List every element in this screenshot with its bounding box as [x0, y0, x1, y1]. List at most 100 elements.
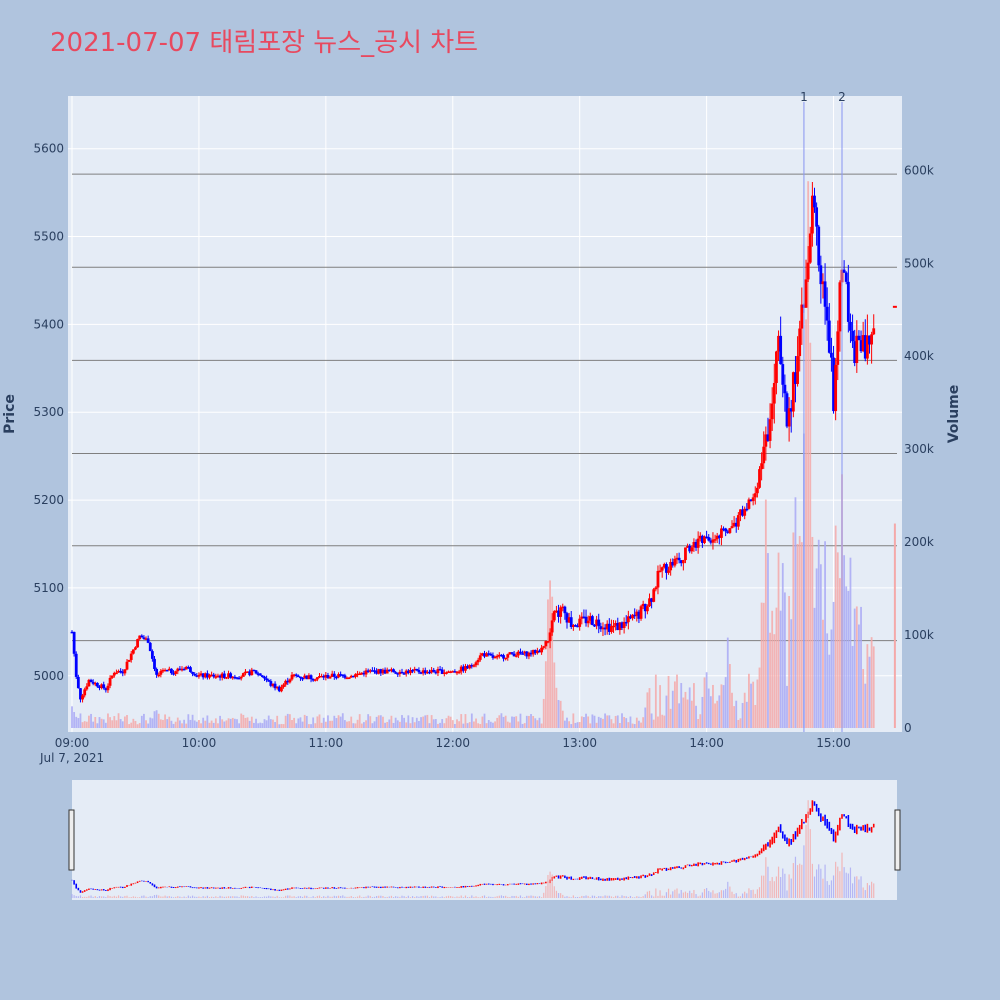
- candle-body: [855, 335, 859, 364]
- volume-bar: [494, 721, 496, 728]
- candle-body: [639, 606, 643, 619]
- slider-volume-bar: [735, 893, 737, 898]
- range-slider-right-handle[interactable]: [894, 809, 901, 871]
- volume-bar: [456, 719, 458, 728]
- slider-volume-bar: [428, 897, 431, 898]
- slider-volume-bar: [308, 897, 310, 898]
- volume-bar: [602, 718, 604, 728]
- volume-bar: [576, 722, 579, 728]
- volume-bar: [428, 723, 431, 728]
- candle-body: [495, 655, 499, 658]
- slider-volume-bar: [312, 896, 314, 898]
- volume-bar: [843, 555, 846, 728]
- slider-volume-bar: [718, 892, 720, 898]
- slider-volume-bar: [629, 895, 632, 898]
- candle-body: [643, 603, 647, 612]
- volume-bar: [371, 723, 374, 728]
- slider-volume-bar: [521, 897, 524, 898]
- slider-volume-bar: [384, 897, 386, 898]
- volume-bar: [544, 661, 547, 728]
- slider-volume-bar: [775, 876, 778, 898]
- candle-body: [227, 673, 230, 678]
- slider-volume-bar: [373, 896, 376, 898]
- volume-bar: [102, 719, 105, 728]
- volume-bar: [123, 716, 126, 728]
- candle-body: [134, 647, 137, 650]
- slider-volume-bar: [111, 896, 113, 898]
- candle-body: [751, 497, 755, 502]
- slider-volume-bar: [528, 895, 530, 898]
- candle-body: [614, 623, 618, 626]
- slider-volume-bar: [139, 897, 141, 898]
- slider-volume-bar: [414, 896, 416, 898]
- volume-bar: [445, 718, 448, 728]
- slider-volume-bar: [327, 895, 329, 898]
- candle-body: [673, 558, 677, 566]
- volume-bar: [688, 687, 691, 728]
- candle-body: [525, 651, 529, 657]
- slider-volume-bar: [462, 897, 464, 898]
- candle-body: [815, 207, 819, 227]
- candle-body: [791, 372, 795, 412]
- candle-body: [423, 670, 427, 674]
- slider-volume-bar: [128, 897, 130, 898]
- candle-body: [417, 670, 421, 673]
- volume-bar: [585, 713, 587, 728]
- volume-bar: [178, 720, 181, 728]
- candle-body: [720, 528, 723, 538]
- candle-body: [785, 393, 789, 427]
- slider-volume-bar: [627, 896, 629, 898]
- slider-volume-bar: [689, 890, 691, 898]
- slider-volume-bar: [864, 890, 866, 898]
- candle-body: [81, 695, 84, 700]
- candle-body: [265, 678, 269, 681]
- volume-bar: [238, 723, 241, 728]
- slider-volume-bar: [625, 896, 627, 898]
- volume-bar: [722, 685, 725, 728]
- slider-volume-bar: [223, 896, 225, 898]
- slider-volume-bar: [710, 892, 712, 898]
- candle-body: [337, 674, 340, 678]
- slider-volume-bar: [329, 896, 331, 898]
- volume-bar: [536, 720, 539, 728]
- candle-body: [717, 535, 721, 538]
- candle-body: [506, 654, 510, 658]
- range-slider-left-handle[interactable]: [68, 809, 75, 871]
- volume-bar: [246, 717, 249, 728]
- slider-volume-bar: [388, 896, 390, 898]
- slider-volume-bar: [667, 888, 670, 898]
- slider-volume-bar: [813, 876, 816, 898]
- slider-volume-bar: [727, 881, 729, 898]
- slider-volume-bar: [782, 868, 784, 898]
- slider-volume-bar: [498, 895, 500, 898]
- volume-bar: [530, 714, 532, 728]
- volume-bar: [528, 715, 530, 728]
- slider-volume-bar: [851, 883, 854, 898]
- candle-body: [273, 683, 277, 689]
- candle-body: [629, 616, 632, 619]
- slider-volume-bar: [134, 896, 137, 898]
- candle-body: [425, 671, 429, 674]
- candle-body: [599, 626, 603, 630]
- candle-body: [235, 677, 239, 679]
- range-slider[interactable]: [72, 780, 897, 900]
- slider-volume-bar: [479, 897, 481, 898]
- candle-body: [301, 677, 304, 680]
- slider-volume-bar: [837, 866, 839, 898]
- candle-body: [144, 638, 148, 640]
- slider-volume-bar: [720, 890, 723, 898]
- slider-volume-bar: [763, 875, 765, 898]
- volume-bar: [301, 721, 304, 728]
- slider-volume-bar: [94, 896, 96, 898]
- volume-bar: [845, 586, 848, 728]
- volume-bar: [786, 685, 788, 728]
- volume-bar: [809, 342, 812, 728]
- volume-bar: [614, 715, 617, 728]
- slider-volume-bar: [113, 895, 115, 898]
- volume-bar: [219, 715, 221, 728]
- candle-body: [612, 625, 615, 628]
- slider-volume-bar: [706, 888, 708, 898]
- candle-body: [480, 653, 484, 656]
- candle-body: [783, 384, 787, 394]
- candle-body: [438, 669, 442, 671]
